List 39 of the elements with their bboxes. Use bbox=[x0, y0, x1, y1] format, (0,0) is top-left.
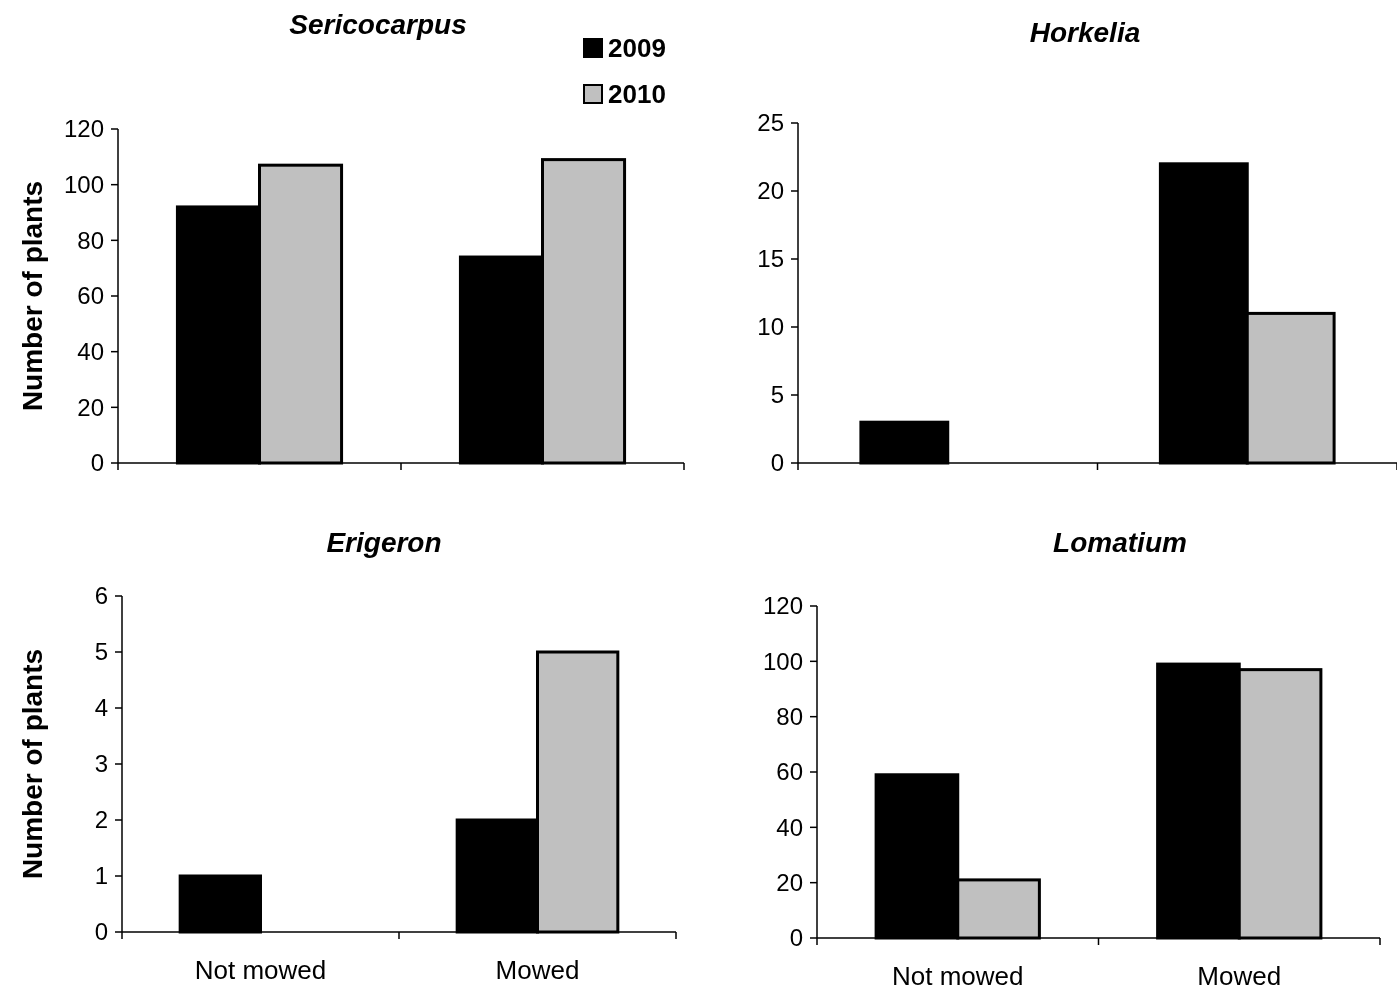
y-tick-label: 1 bbox=[94, 862, 108, 890]
y-axis-title: Number of plants bbox=[17, 180, 48, 412]
x-tick-label: Not mowed bbox=[892, 961, 1024, 991]
y-tick-label: 25 bbox=[757, 109, 784, 137]
y-tick-label: 60 bbox=[776, 758, 803, 786]
chart-title: Lomatium bbox=[1053, 527, 1187, 558]
y-axis-title: Number of plants bbox=[17, 648, 48, 880]
y-tick-label: 100 bbox=[63, 171, 104, 199]
y-tick-label: 20 bbox=[776, 869, 803, 897]
y-tick-label: 5 bbox=[770, 381, 784, 409]
y-tick-label: 6 bbox=[94, 582, 108, 610]
y-tick-label: 0 bbox=[90, 449, 104, 477]
y-tick-label: 80 bbox=[776, 703, 803, 731]
y-tick-label: 80 bbox=[77, 226, 104, 254]
y-tick-label: 40 bbox=[77, 338, 104, 366]
x-tick-label: Mowed bbox=[495, 955, 580, 985]
y-tick-label: 0 bbox=[94, 918, 108, 946]
y-tick-label: 5 bbox=[94, 638, 108, 666]
y-tick-label: 20 bbox=[77, 393, 104, 421]
y-tick-label: 10 bbox=[757, 313, 784, 341]
legend-label: 2009 bbox=[608, 33, 666, 64]
x-tick-label: Mowed bbox=[1197, 961, 1282, 991]
y-tick-label: 2 bbox=[94, 806, 108, 834]
y-tick-label: 60 bbox=[77, 282, 104, 310]
x-tick-label: Not mowed bbox=[194, 955, 327, 985]
y-tick-label: 20 bbox=[757, 177, 784, 205]
y-tick-label: 15 bbox=[757, 245, 784, 273]
y-tick-label: 40 bbox=[776, 813, 803, 841]
chart-title: Sericocarpus bbox=[289, 9, 467, 40]
y-tick-label: 0 bbox=[770, 449, 784, 477]
y-tick-label: 3 bbox=[94, 750, 108, 778]
y-tick-label: 120 bbox=[63, 115, 104, 143]
chart-title: Horkelia bbox=[1029, 17, 1141, 48]
y-tick-label: 0 bbox=[789, 924, 803, 952]
y-tick-label: 100 bbox=[762, 647, 803, 675]
chart-title: Erigeron bbox=[326, 527, 442, 558]
y-tick-label: 120 bbox=[762, 592, 803, 620]
legend-label: 2010 bbox=[608, 79, 666, 110]
y-tick-label: 4 bbox=[94, 694, 108, 722]
